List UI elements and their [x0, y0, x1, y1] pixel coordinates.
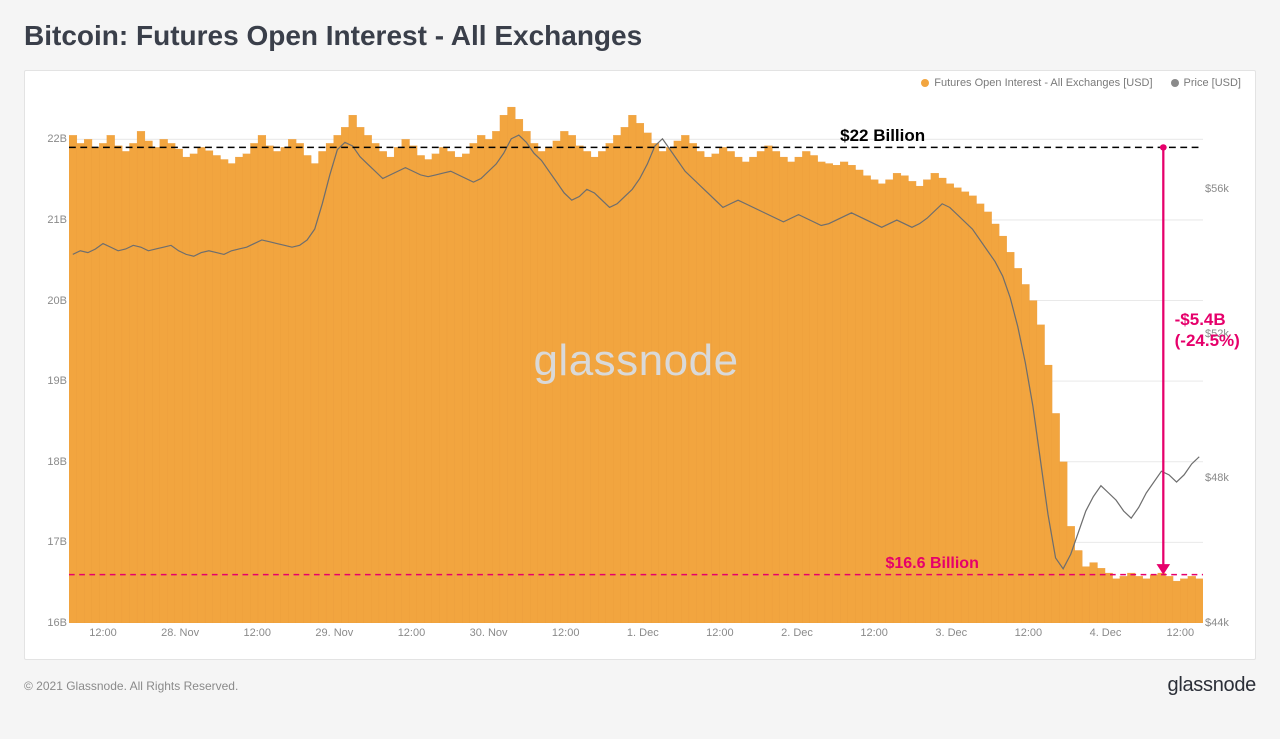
x-tick: 12:00 — [1015, 627, 1043, 639]
x-tick: 12:00 — [398, 627, 426, 639]
x-tick: 3. Dec — [935, 627, 967, 639]
chart-card: Futures Open Interest - All Exchanges [U… — [24, 70, 1256, 660]
y-left-tick: 19B — [47, 375, 67, 387]
legend: Futures Open Interest - All Exchanges [U… — [921, 77, 1241, 89]
x-axis: 12:00 28. Nov 12:00 29. Nov 12:00 30. Nov 12:0… — [69, 627, 1203, 651]
x-tick: 12:00 — [706, 627, 734, 639]
y-left-tick: 17B — [47, 536, 67, 548]
x-tick: 12:00 — [89, 627, 117, 639]
brand-logo: glassnode — [1168, 674, 1256, 697]
y-left-tick: 18B — [47, 456, 67, 468]
y-left-tick: 21B — [47, 214, 67, 226]
y-left-tick: 22B — [47, 133, 67, 145]
x-tick: 12:00 — [243, 627, 271, 639]
x-tick: 28. Nov — [161, 627, 199, 639]
legend-item-oi: Futures Open Interest - All Exchanges [U… — [921, 77, 1152, 89]
y-left-tick: 20B — [47, 295, 67, 307]
legend-dot-oi — [921, 79, 929, 87]
legend-dot-price — [1171, 79, 1179, 87]
legend-label-oi: Futures Open Interest - All Exchanges [U… — [934, 77, 1152, 89]
plot-area: glassnode $22 Billion$16.6 Billion-$5.4B… — [69, 99, 1203, 623]
x-tick: 1. Dec — [627, 627, 659, 639]
y-right-tick: $52k — [1205, 328, 1229, 340]
y-right-tick: $56k — [1205, 183, 1229, 195]
y-axis-right: $44k$48k$52k$56k — [1205, 99, 1251, 623]
plot-svg — [69, 99, 1203, 623]
x-tick: 12:00 — [860, 627, 888, 639]
legend-label-price: Price [USD] — [1184, 77, 1241, 89]
x-tick: 29. Nov — [315, 627, 353, 639]
y-left-tick: 16B — [47, 617, 67, 629]
y-right-tick: $48k — [1205, 472, 1229, 484]
copyright-text: © 2021 Glassnode. All Rights Reserved. — [24, 679, 238, 693]
legend-item-price: Price [USD] — [1171, 77, 1241, 89]
x-tick: 2. Dec — [781, 627, 813, 639]
x-tick: 12:00 — [1167, 627, 1195, 639]
footer: © 2021 Glassnode. All Rights Reserved. g… — [24, 674, 1256, 697]
chart-title: Bitcoin: Futures Open Interest - All Exc… — [24, 20, 1256, 52]
x-tick: 4. Dec — [1090, 627, 1122, 639]
y-right-tick: $44k — [1205, 617, 1229, 629]
y-axis-left: 16B17B18B19B20B21B22B — [29, 99, 67, 623]
x-tick: 30. Nov — [470, 627, 508, 639]
x-tick: 12:00 — [552, 627, 580, 639]
